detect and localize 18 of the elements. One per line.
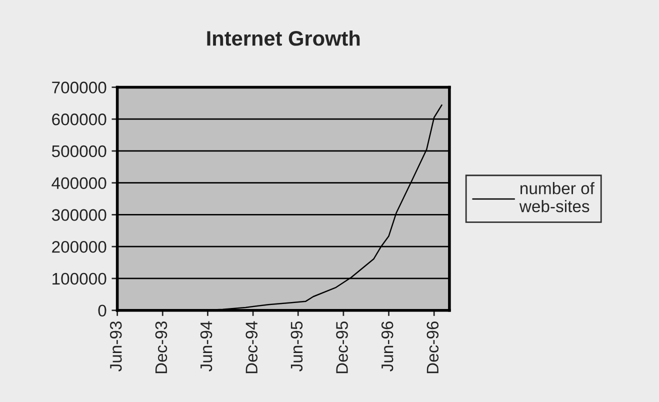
x-tick-label: Dec-95 <box>336 321 348 374</box>
x-tick-label: Jun-93 <box>110 321 122 372</box>
y-tick-label: 500000 <box>52 145 106 158</box>
y-tick-label: 700000 <box>52 82 106 94</box>
y-tick-label: 300000 <box>52 209 106 221</box>
y-tick-label: 400000 <box>52 177 106 190</box>
x-tick-label: Jun-96 <box>381 321 394 372</box>
legend-label: number of web-sites <box>519 182 594 212</box>
x-tick-label: Dec-93 <box>155 321 168 374</box>
x-tick-label: Dec-94 <box>246 321 258 374</box>
y-tick-label: 100000 <box>52 272 106 285</box>
x-tick-label: Dec-96 <box>426 321 439 374</box>
y-tick-label: 0 <box>98 304 106 317</box>
y-tick-label: 600000 <box>52 114 106 126</box>
y-tick-label: 200000 <box>52 241 106 253</box>
x-tick-label: Jun-94 <box>200 321 212 372</box>
x-tick-label: Jun-95 <box>290 321 303 372</box>
chart-title: Internet Growth <box>207 30 360 46</box>
